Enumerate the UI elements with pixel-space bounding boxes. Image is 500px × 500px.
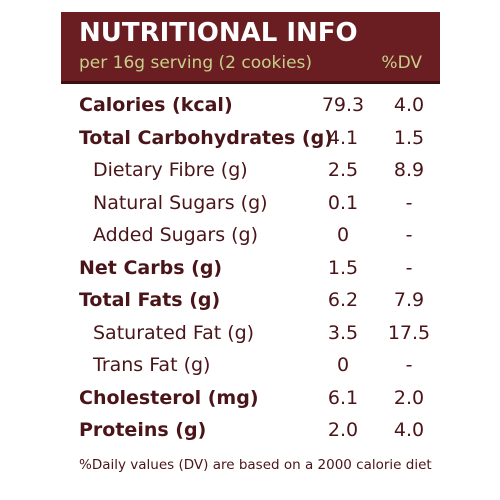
nutrient-dv: 4.0 [393, 94, 425, 116]
nutrient-row: Net Carbs (g) 1.5 - [61, 253, 440, 286]
nutrient-dv: 4.0 [393, 419, 425, 441]
dv-column-header: %DV [381, 53, 422, 73]
nutrient-value: 6.1 [327, 386, 359, 409]
nutrient-row: Saturated Fat (g) 3.5 17.5 [61, 318, 440, 351]
nutrient-dv: 1.5 [393, 126, 425, 149]
nutrient-value: 0 [336, 354, 350, 376]
nutrient-dv: - [405, 224, 413, 246]
nutrient-value: 4.1 [327, 126, 359, 149]
nutrient-row: Proteins (g) 2.0 4.0 [61, 415, 440, 448]
nutrient-dv: 17.5 [387, 321, 431, 344]
nutrient-dv: - [405, 256, 413, 279]
nutrient-value: 2.0 [327, 419, 359, 441]
nutrient-name: Saturated Fat (g) [93, 321, 255, 344]
nutrient-name: Cholesterol (mg) [79, 386, 259, 409]
nutrient-value: 3.5 [327, 321, 359, 344]
nutrient-name: Trans Fat (g) [93, 354, 211, 376]
nutrition-title: NUTRITIONAL INFO [79, 18, 358, 48]
nutrient-dv: - [405, 354, 413, 376]
nutrient-row: Dietary Fibre (g) 2.5 8.9 [61, 155, 440, 188]
nutrient-value: 0.1 [327, 191, 359, 214]
nutrient-name: Added Sugars (g) [93, 224, 259, 246]
nutrient-dv: - [405, 191, 413, 214]
nutrient-value: 2.5 [327, 159, 359, 181]
nutrient-value: 79.3 [321, 94, 365, 116]
nutrient-row: Calories (kcal) 79.3 4.0 [61, 90, 440, 123]
nutrition-label: NUTRITIONAL INFO per 16g serving (2 cook… [61, 12, 440, 492]
nutrient-dv: 2.0 [393, 386, 425, 409]
nutrient-name: Calories (kcal) [79, 94, 233, 116]
nutrient-name: Total Fats (g) [79, 289, 221, 311]
nutrient-row: Total Carbohydrates (g) 4.1 1.5 [61, 123, 440, 156]
nutrient-value: 0 [336, 224, 350, 246]
nutrient-row: Total Fats (g) 6.2 7.9 [61, 285, 440, 318]
nutrient-name: Dietary Fibre (g) [93, 159, 248, 181]
nutrient-value: 1.5 [327, 256, 359, 279]
nutrient-row: Trans Fat (g) 0 - [61, 350, 440, 383]
nutrition-header: NUTRITIONAL INFO per 16g serving (2 cook… [61, 12, 440, 84]
dv-footnote: %Daily values (DV) are based on a 2000 c… [79, 457, 432, 473]
nutrient-dv: 7.9 [393, 289, 425, 311]
nutrient-row: Natural Sugars (g) 0.1 - [61, 188, 440, 221]
nutrient-rows: Calories (kcal) 79.3 4.0 Total Carbohydr… [61, 90, 440, 448]
nutrient-dv: 8.9 [393, 159, 425, 181]
nutrient-value: 6.2 [327, 289, 359, 311]
nutrient-row: Added Sugars (g) 0 - [61, 220, 440, 253]
nutrient-name: Proteins (g) [79, 419, 207, 441]
nutrient-row: Cholesterol (mg) 6.1 2.0 [61, 383, 440, 416]
nutrient-name: Net Carbs (g) [79, 256, 223, 279]
serving-size: per 16g serving (2 cookies) [79, 53, 313, 73]
nutrient-name: Total Carbohydrates (g) [79, 126, 333, 149]
nutrient-name: Natural Sugars (g) [93, 191, 268, 214]
